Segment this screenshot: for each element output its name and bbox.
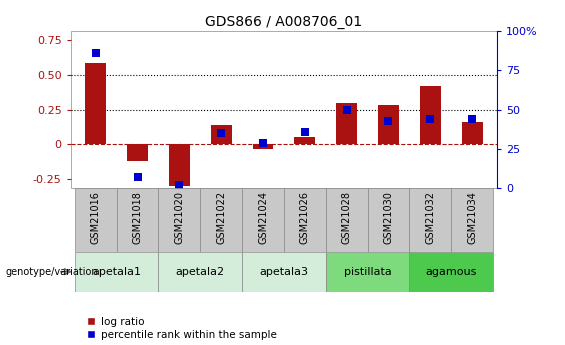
Bar xyxy=(200,188,242,252)
Bar xyxy=(85,63,106,145)
Text: GSM21034: GSM21034 xyxy=(467,191,477,244)
Bar xyxy=(169,145,190,186)
Bar xyxy=(420,86,441,145)
Text: GSM21032: GSM21032 xyxy=(425,191,435,244)
Bar xyxy=(253,145,273,149)
Bar xyxy=(242,188,284,252)
Bar xyxy=(242,252,326,292)
Bar xyxy=(75,188,116,252)
Point xyxy=(91,50,100,56)
Bar xyxy=(451,188,493,252)
Text: apetala2: apetala2 xyxy=(176,267,225,277)
Bar xyxy=(116,188,158,252)
Point xyxy=(384,118,393,123)
Bar xyxy=(211,125,232,145)
Text: genotype/variation: genotype/variation xyxy=(6,267,98,277)
Bar xyxy=(326,188,368,252)
Text: apetala1: apetala1 xyxy=(92,267,141,277)
Text: pistillata: pistillata xyxy=(344,267,392,277)
Point xyxy=(258,140,267,145)
Text: GSM21026: GSM21026 xyxy=(300,191,310,244)
Point xyxy=(133,174,142,180)
Bar xyxy=(326,252,410,292)
Bar xyxy=(127,145,148,161)
Bar xyxy=(410,252,493,292)
Text: apetala3: apetala3 xyxy=(259,267,308,277)
Bar xyxy=(378,105,399,145)
Bar xyxy=(284,188,326,252)
Bar xyxy=(158,188,200,252)
Title: GDS866 / A008706_01: GDS866 / A008706_01 xyxy=(205,14,363,29)
Text: GSM21018: GSM21018 xyxy=(133,191,142,244)
Point xyxy=(342,107,351,112)
Bar xyxy=(410,188,451,252)
Text: GSM21020: GSM21020 xyxy=(175,191,184,244)
Text: GSM21016: GSM21016 xyxy=(91,191,101,244)
Bar xyxy=(71,31,497,188)
Text: GSM21024: GSM21024 xyxy=(258,191,268,244)
Bar xyxy=(336,102,357,145)
Bar xyxy=(368,188,410,252)
Bar xyxy=(158,252,242,292)
Bar xyxy=(294,137,315,145)
Point xyxy=(216,130,225,136)
Point xyxy=(175,182,184,188)
Text: GSM21030: GSM21030 xyxy=(384,191,393,244)
Text: GSM21022: GSM21022 xyxy=(216,191,226,244)
Point xyxy=(301,129,310,134)
Text: agamous: agamous xyxy=(425,267,477,277)
Point xyxy=(426,116,435,122)
Text: GSM21028: GSM21028 xyxy=(342,191,351,244)
Point xyxy=(468,116,477,122)
Bar xyxy=(462,122,483,145)
Bar xyxy=(75,252,158,292)
Legend: log ratio, percentile rank within the sample: log ratio, percentile rank within the sa… xyxy=(87,317,276,340)
